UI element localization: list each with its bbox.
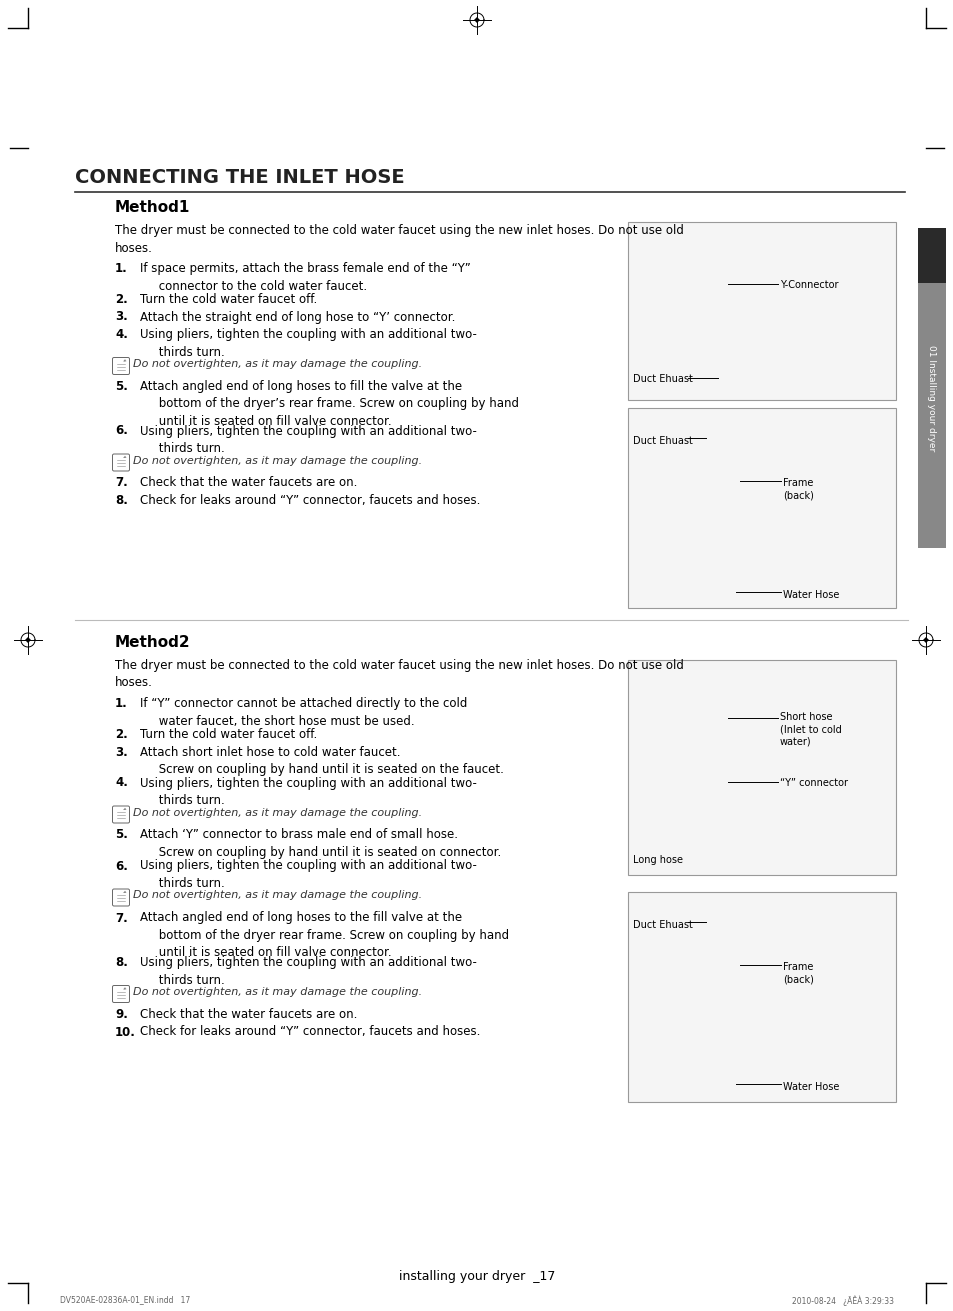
Text: 5.: 5. [115,380,128,393]
Text: Turn the cold water faucet off.: Turn the cold water faucet off. [140,292,317,305]
Text: Turn the cold water faucet off.: Turn the cold water faucet off. [140,728,317,741]
Text: Using pliers, tighten the coupling with an additional two-
     thirds turn.: Using pliers, tighten the coupling with … [140,425,476,455]
Bar [917,283,945,548]
Text: CONNECTING THE INLET HOSE: CONNECTING THE INLET HOSE [75,168,404,187]
Text: Using pliers, tighten the coupling with an additional two-
     thirds turn.: Using pliers, tighten the coupling with … [140,956,476,986]
Text: Method1: Method1 [115,201,191,215]
Text: Short hose
(Inlet to cold
water): Short hose (Inlet to cold water) [780,712,841,747]
Text: Y-Connector: Y-Connector [780,281,838,290]
Bar [627,891,895,1103]
Text: 1.: 1. [115,262,128,275]
Text: If “Y” connector cannot be attached directly to the cold
     water faucet, the : If “Y” connector cannot be attached dire… [140,697,467,728]
Text: Duct Ehuast: Duct Ehuast [633,374,692,384]
FancyBboxPatch shape [112,889,130,906]
Text: 5.: 5. [115,829,128,842]
Text: Attach angled end of long hoses to fill the valve at the
     bottom of the drye: Attach angled end of long hoses to fill … [140,380,518,427]
Text: 6.: 6. [115,425,128,438]
Text: The dryer must be connected to the cold water faucet using the new inlet hoses. : The dryer must be connected to the cold … [115,659,683,690]
Text: Do not overtighten, as it may damage the coupling.: Do not overtighten, as it may damage the… [132,455,421,465]
Text: 01 Installing your dryer: 01 Installing your dryer [926,345,936,451]
Polygon shape [474,17,479,24]
Text: Do not overtighten, as it may damage the coupling.: Do not overtighten, as it may damage the… [132,808,421,818]
Text: Using pliers, tighten the coupling with an additional two-
     thirds turn.: Using pliers, tighten the coupling with … [140,776,476,808]
Text: Check that the water faucets are on.: Check that the water faucets are on. [140,1008,357,1021]
Text: 2.: 2. [115,728,128,741]
Text: Do not overtighten, as it may damage the coupling.: Do not overtighten, as it may damage the… [132,890,421,901]
FancyBboxPatch shape [112,454,130,471]
Text: Frame
(back): Frame (back) [782,479,813,501]
Text: 4.: 4. [115,776,128,789]
Text: 9.: 9. [115,1008,128,1021]
Text: The dryer must be connected to the cold water faucet using the new inlet hoses. : The dryer must be connected to the cold … [115,224,683,254]
Text: 8.: 8. [115,494,128,507]
Text: Check for leaks around “Y” connector, faucets and hoses.: Check for leaks around “Y” connector, fa… [140,494,480,507]
Text: Attach short inlet hose to cold water faucet.
     Screw on coupling by hand unt: Attach short inlet hose to cold water fa… [140,746,503,776]
Text: Attach ‘Y” connector to brass male end of small hose.
     Screw on coupling by : Attach ‘Y” connector to brass male end o… [140,829,500,859]
Text: 7.: 7. [115,476,128,489]
Text: 7.: 7. [115,911,128,924]
FancyBboxPatch shape [112,358,130,375]
Text: 10.: 10. [115,1025,135,1038]
Text: Frame
(back): Frame (back) [782,962,813,985]
Text: 2010-08-24   ¿ÃÊÀ 3:29:33: 2010-08-24 ¿ÃÊÀ 3:29:33 [791,1295,893,1306]
Bar [627,659,895,874]
Text: 2.: 2. [115,292,128,305]
Text: 1.: 1. [115,697,128,711]
Text: 3.: 3. [115,746,128,759]
Text: Attach angled end of long hoses to the fill valve at the
     bottom of the drye: Attach angled end of long hoses to the f… [140,911,509,960]
Text: 4.: 4. [115,328,128,341]
Text: Duct Ehuast: Duct Ehuast [633,437,692,446]
Text: Do not overtighten, as it may damage the coupling.: Do not overtighten, as it may damage the… [132,987,421,996]
Polygon shape [25,637,30,642]
Text: 6.: 6. [115,860,128,873]
Bar [627,222,895,400]
Text: 3.: 3. [115,311,128,324]
Text: DV520AE-02836A-01_EN.indd   17: DV520AE-02836A-01_EN.indd 17 [60,1295,190,1304]
Text: 8.: 8. [115,956,128,969]
Bar [627,408,895,608]
Text: “Y” connector: “Y” connector [780,777,847,788]
Text: Long hose: Long hose [633,855,682,865]
Text: Water Hose: Water Hose [782,590,839,600]
Text: Attach the straight end of long hose to “Y’ connector.: Attach the straight end of long hose to … [140,311,455,324]
Text: Method2: Method2 [115,635,191,650]
Text: Water Hose: Water Hose [782,1082,839,1092]
Text: Check for leaks around “Y” connector, faucets and hoses.: Check for leaks around “Y” connector, fa… [140,1025,480,1038]
Text: Using pliers, tighten the coupling with an additional two-
     thirds turn.: Using pliers, tighten the coupling with … [140,328,476,358]
Text: Duct Ehuast: Duct Ehuast [633,920,692,929]
Text: Check that the water faucets are on.: Check that the water faucets are on. [140,476,357,489]
FancyBboxPatch shape [112,806,130,823]
Bar [917,228,945,283]
Polygon shape [923,637,928,642]
Text: If space permits, attach the brass female end of the “Y”
     connector to the c: If space permits, attach the brass femal… [140,262,470,292]
FancyBboxPatch shape [112,986,130,1003]
Text: Do not overtighten, as it may damage the coupling.: Do not overtighten, as it may damage the… [132,359,421,368]
Text: installing your dryer  _17: installing your dryer _17 [398,1270,555,1283]
Text: Using pliers, tighten the coupling with an additional two-
     thirds turn.: Using pliers, tighten the coupling with … [140,860,476,890]
